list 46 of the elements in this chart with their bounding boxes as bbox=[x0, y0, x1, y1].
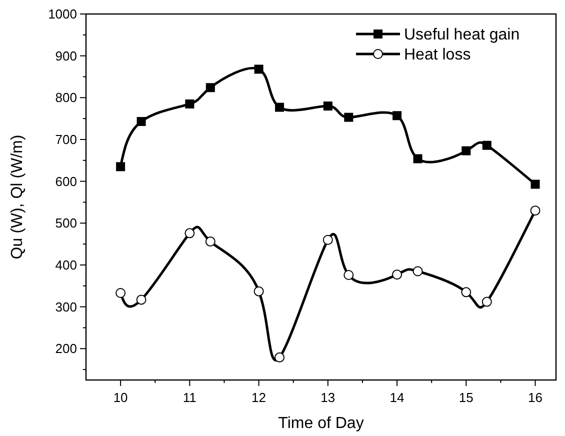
legend-label: Heat loss bbox=[404, 46, 471, 64]
x-tick-label: 15 bbox=[458, 390, 474, 405]
point bbox=[392, 111, 402, 120]
point bbox=[462, 146, 471, 156]
y-axis-title: Qu (W), Ql (W/m) bbox=[9, 134, 26, 260]
y-tick-label: 700 bbox=[55, 132, 77, 147]
point bbox=[185, 99, 194, 108]
point bbox=[482, 140, 492, 150]
y-tick-label: 800 bbox=[55, 90, 77, 106]
point bbox=[530, 206, 540, 216]
point bbox=[274, 352, 285, 362]
point bbox=[461, 287, 472, 298]
point bbox=[323, 102, 332, 111]
x-tick-label: 13 bbox=[320, 390, 336, 405]
point bbox=[413, 154, 422, 164]
point bbox=[184, 228, 195, 238]
point bbox=[392, 270, 402, 280]
y-tick-label: 500 bbox=[55, 216, 77, 231]
x-tick-label: 11 bbox=[182, 390, 196, 405]
point bbox=[275, 102, 284, 112]
y-tick-label: 400 bbox=[55, 257, 77, 272]
point bbox=[412, 266, 423, 276]
x-tick-label: 10 bbox=[113, 390, 128, 405]
point bbox=[530, 180, 540, 189]
point bbox=[344, 112, 354, 122]
y-tick-label: 900 bbox=[55, 48, 77, 64]
x-tick-label: 16 bbox=[528, 390, 542, 405]
x-tick-label: 14 bbox=[390, 390, 404, 405]
point bbox=[254, 286, 264, 296]
y-tick-label: 1000 bbox=[48, 6, 77, 22]
point bbox=[206, 83, 215, 92]
x-tick-label: 12 bbox=[252, 390, 266, 405]
point bbox=[136, 117, 146, 126]
point bbox=[344, 270, 354, 280]
x-axis-title: Time of Day bbox=[278, 415, 364, 432]
y-tick-label: 600 bbox=[55, 174, 77, 189]
y-tick-label: 300 bbox=[55, 299, 77, 314]
point bbox=[482, 296, 492, 307]
point bbox=[136, 294, 146, 305]
point bbox=[254, 64, 264, 74]
legend-label: Useful heat gain bbox=[404, 26, 520, 44]
y-tick-label: 200 bbox=[55, 341, 77, 356]
point bbox=[116, 162, 126, 172]
point bbox=[116, 288, 126, 298]
point bbox=[322, 234, 333, 245]
point bbox=[205, 236, 216, 247]
